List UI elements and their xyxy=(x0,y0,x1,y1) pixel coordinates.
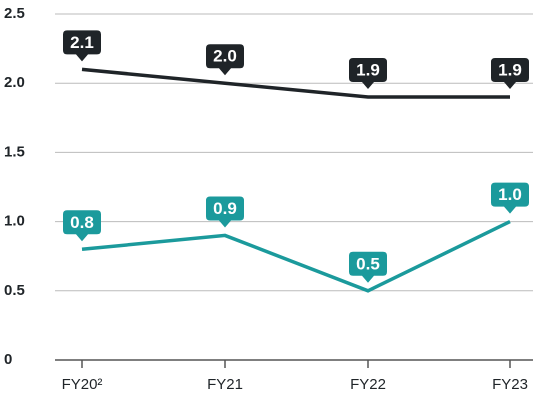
y-tick-label: 0 xyxy=(4,351,12,368)
series-line xyxy=(81,220,511,293)
value-label-box xyxy=(349,251,387,283)
x-tick-label: FY21 xyxy=(207,376,243,393)
value-label: 0.5 xyxy=(356,254,380,273)
x-tick-label: FY23 xyxy=(492,376,528,393)
x-tick-label: FY22 xyxy=(350,376,386,393)
value-label-box xyxy=(491,182,529,214)
value-label-box xyxy=(491,58,529,90)
y-tick-label: 1.0 xyxy=(4,213,25,230)
value-label: 2.0 xyxy=(213,47,237,66)
value-label: 1.9 xyxy=(498,61,522,80)
y-tick-label: 1.5 xyxy=(4,143,25,160)
series-line xyxy=(81,67,510,99)
value-label: 0.8 xyxy=(70,213,94,232)
value-label: 0.9 xyxy=(213,199,237,218)
value-label-box xyxy=(206,44,244,76)
x-tick-label: FY20² xyxy=(62,376,103,393)
value-label: 1.0 xyxy=(498,185,522,204)
y-tick-label: 2.5 xyxy=(4,5,25,22)
y-tick-label: 2.0 xyxy=(4,74,25,91)
value-label-box xyxy=(63,210,101,242)
value-label: 1.9 xyxy=(356,61,380,80)
y-tick-label: 0.5 xyxy=(4,282,25,299)
value-label-box xyxy=(63,30,101,62)
value-label: 2.1 xyxy=(70,33,94,52)
value-label-box xyxy=(349,58,387,90)
value-label-box xyxy=(206,196,244,228)
